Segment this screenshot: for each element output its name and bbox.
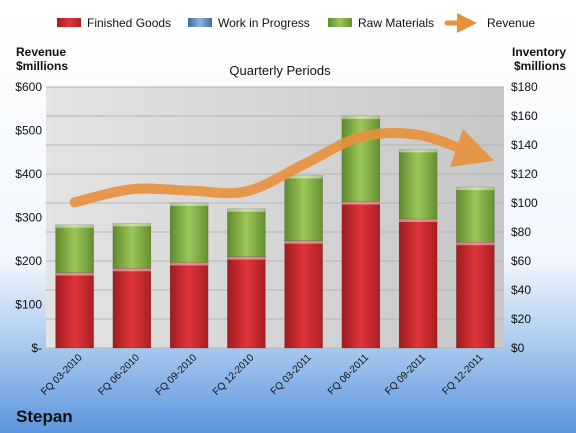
legend: Finished Goods Work in Progress Raw Mate… <box>57 13 535 33</box>
bar-finished-goods <box>169 262 209 349</box>
legend-swatch-work-in-progress <box>188 18 212 27</box>
bar-raw-materials <box>398 149 438 220</box>
bar-cap-finished-goods <box>112 268 151 272</box>
right-axis-label-line1: Inventory <box>512 45 566 59</box>
right-tick-label: $80 <box>511 225 531 239</box>
legend-swatch-finished-goods <box>57 18 81 27</box>
right-tick-label: $120 <box>511 167 538 181</box>
bar-raw-materials <box>112 223 152 269</box>
legend-label-revenue: Revenue <box>487 16 535 30</box>
chart-subtitle: Quarterly Periods <box>229 63 331 78</box>
bar-raw-materials <box>227 208 266 257</box>
bar-cap-finished-goods <box>399 218 438 222</box>
bar-finished-goods <box>112 268 152 349</box>
bars <box>55 115 495 349</box>
bar-finished-goods <box>55 272 94 349</box>
legend-swatch-raw-materials <box>328 18 352 27</box>
right-tick-label: $160 <box>511 109 538 123</box>
tick-labels: $- $100 $200 $300 $400 $500 $600 $0 $20 $40 $60 $80… <box>15 80 538 355</box>
left-tick-label: $200 <box>15 254 42 268</box>
company-name: Stepan <box>16 407 73 426</box>
bar-cap-finished-goods <box>170 262 209 266</box>
revenue-line-layer <box>69 127 495 208</box>
bar-cap-raw-materials <box>112 223 151 227</box>
bar-cap-raw-materials <box>456 187 495 191</box>
bar-cap-raw-materials <box>227 208 266 212</box>
bar-raw-materials <box>169 202 209 263</box>
revenue-line <box>69 127 495 208</box>
bar-cap-raw-materials <box>341 116 380 119</box>
right-tick-label: $0 <box>511 341 525 355</box>
bar-finished-goods <box>456 241 495 349</box>
right-axis-label-line2: $millions <box>514 59 566 73</box>
left-tick-label: $300 <box>15 211 42 225</box>
bar-cap-raw-materials <box>284 175 323 179</box>
left-tick-label: $- <box>31 341 42 355</box>
bar-raw-materials <box>284 175 323 241</box>
right-tick-label: $60 <box>511 254 531 268</box>
bar-finished-goods <box>284 240 323 349</box>
right-tick-label: $180 <box>511 80 538 94</box>
right-tick-label: $40 <box>511 283 531 297</box>
right-tick-label: $100 <box>511 196 538 210</box>
bar-cap-raw-materials <box>170 203 209 206</box>
bar-cap-finished-goods <box>456 242 495 246</box>
legend-label-finished-goods: Finished Goods <box>87 16 171 30</box>
bar-raw-materials <box>456 186 495 243</box>
bar-cap-finished-goods <box>284 240 323 244</box>
bar-cap-raw-materials <box>55 224 94 228</box>
legend-label-raw-materials: Raw Materials <box>358 16 434 30</box>
bar-raw-materials <box>341 115 381 202</box>
left-tick-label: $100 <box>15 298 42 312</box>
left-tick-label: $600 <box>15 80 42 94</box>
bar-cap-finished-goods <box>55 272 94 276</box>
right-tick-label: $20 <box>511 312 531 326</box>
bar-finished-goods <box>398 218 438 349</box>
legend-label-work-in-progress: Work in Progress <box>218 16 310 30</box>
left-axis-label-line1: Revenue <box>16 45 66 59</box>
bar-cap-finished-goods <box>227 256 266 260</box>
bar-cap-raw-materials <box>399 149 438 153</box>
left-axis-label-line2: $millions <box>16 59 68 73</box>
bar-finished-goods <box>227 256 266 349</box>
bar-finished-goods <box>341 201 381 349</box>
left-tick-label: $500 <box>15 124 42 138</box>
left-tick-label: $400 <box>15 167 42 181</box>
bar-raw-materials <box>55 224 94 273</box>
bar-cap-finished-goods <box>341 201 380 205</box>
right-tick-label: $140 <box>511 138 538 152</box>
